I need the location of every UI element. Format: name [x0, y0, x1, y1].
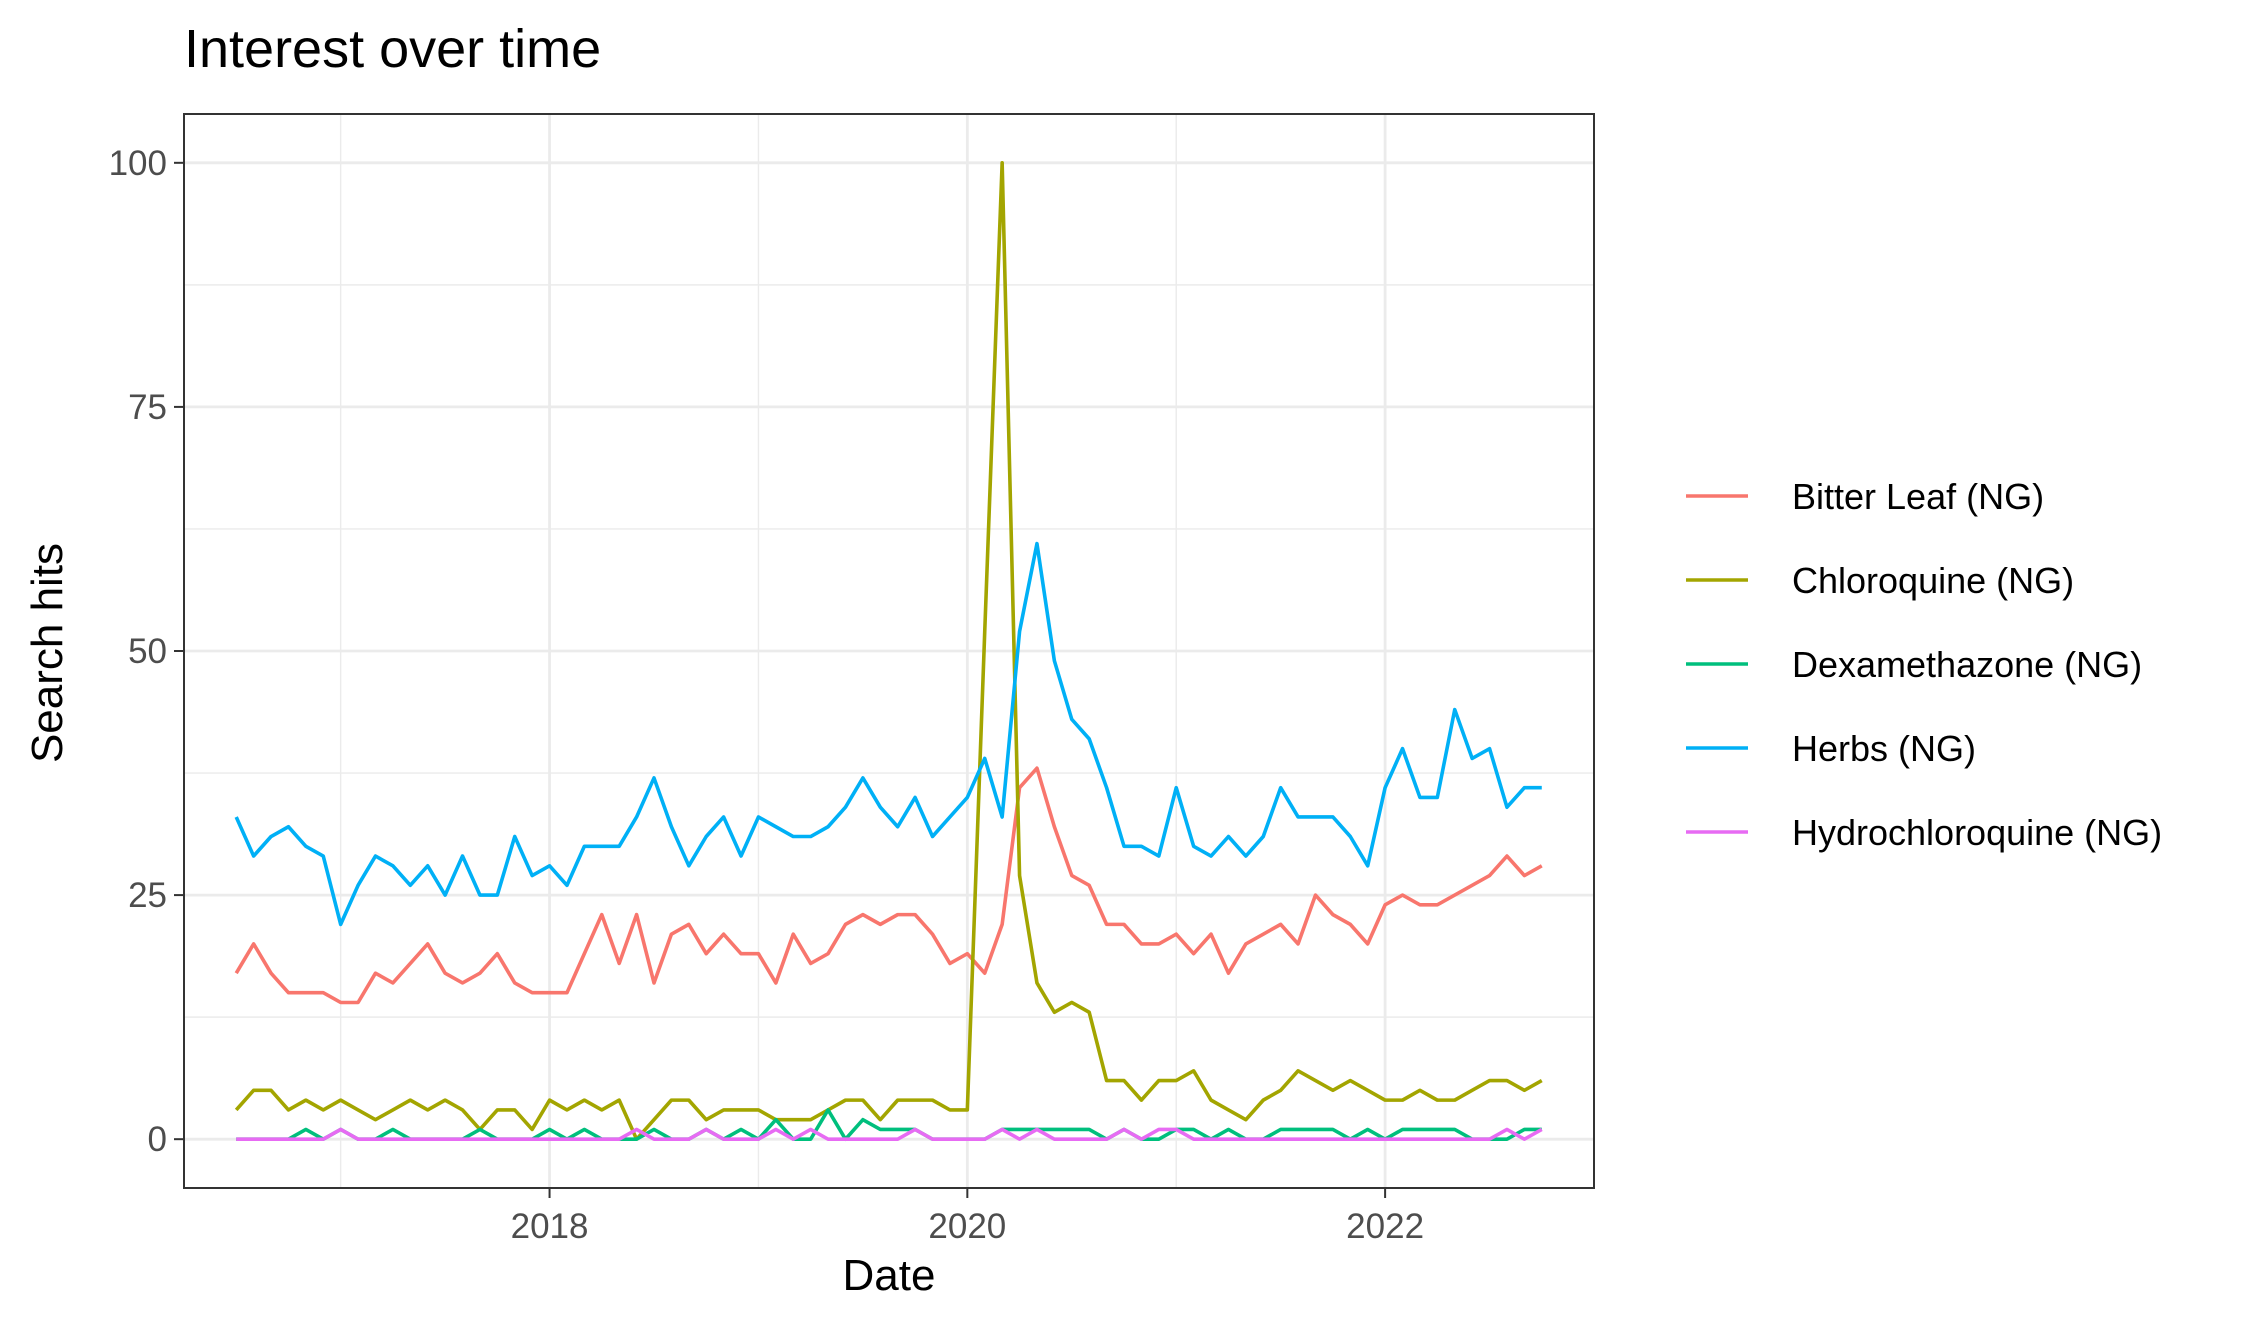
x-tick-label: 2018 [511, 1207, 589, 1246]
y-axis-label: Search hits [23, 543, 72, 763]
legend-label: Hydrochloroquine (NG) [1792, 812, 2162, 853]
series-lines [234, 161, 1543, 1141]
legend-label: Herbs (NG) [1792, 728, 1976, 769]
y-tick-label: 25 [128, 876, 167, 915]
legend-label: Dexamethazone (NG) [1792, 644, 2142, 685]
x-tick-label: 2022 [1346, 1207, 1424, 1246]
y-axis: 0 25 50 75 100 [109, 144, 184, 1159]
x-tick-label: 2020 [928, 1207, 1006, 1246]
y-tick-label: 100 [109, 144, 167, 183]
series-line-0 [234, 766, 1543, 1005]
series-line-3 [234, 541, 1542, 927]
x-axis: 2018 2020 2022 [511, 1188, 1424, 1246]
x-axis-label: Date [843, 1251, 936, 1300]
y-tick-label: 50 [128, 632, 167, 671]
legend-label: Bitter Leaf (NG) [1792, 476, 2044, 517]
chart-title: Interest over time [184, 19, 601, 79]
series-line-4 [236, 1127, 1543, 1141]
legend: Bitter Leaf (NG) Chloroquine (NG) Dexameth… [1686, 476, 2162, 853]
y-tick-label: 0 [148, 1120, 167, 1159]
legend-label: Chloroquine (NG) [1792, 560, 2074, 601]
y-tick-label: 75 [128, 388, 167, 427]
series-line-1 [234, 161, 1543, 1141]
